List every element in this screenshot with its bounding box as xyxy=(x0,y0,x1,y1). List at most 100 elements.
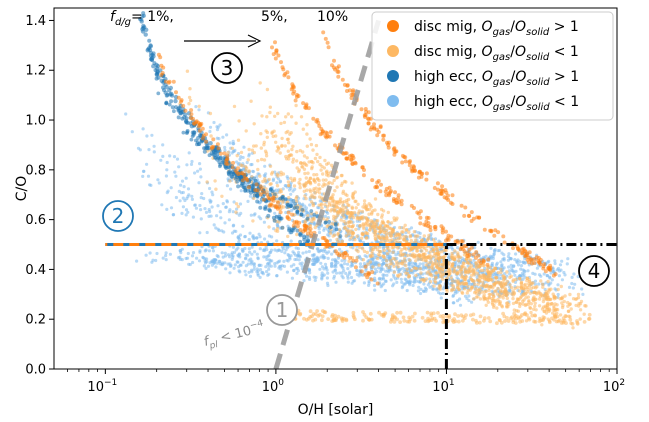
data-point xyxy=(579,299,584,304)
data-point xyxy=(382,282,386,286)
data-point xyxy=(308,271,312,275)
data-point xyxy=(553,261,557,266)
data-point xyxy=(143,32,148,37)
data-point xyxy=(495,276,499,280)
data-point xyxy=(464,274,468,279)
data-point xyxy=(379,182,383,187)
data-point xyxy=(199,139,204,144)
data-point xyxy=(519,280,524,284)
data-point xyxy=(460,281,464,286)
data-point xyxy=(389,234,393,238)
data-point xyxy=(441,287,445,291)
data-point xyxy=(316,247,320,251)
data-point xyxy=(169,99,174,104)
data-point xyxy=(428,277,432,281)
data-point xyxy=(350,225,354,229)
data-point xyxy=(476,240,480,244)
data-point xyxy=(244,253,248,257)
data-point xyxy=(361,310,365,314)
data-point xyxy=(248,274,253,278)
circled-number-label: 3 xyxy=(221,56,234,80)
data-point xyxy=(342,215,346,219)
data-point xyxy=(440,262,445,267)
data-point xyxy=(197,124,201,129)
data-point xyxy=(264,154,269,158)
data-point xyxy=(505,301,510,305)
axes-frame xyxy=(53,7,618,370)
data-point xyxy=(198,231,202,235)
data-point xyxy=(223,145,227,150)
data-point xyxy=(184,213,188,217)
data-point xyxy=(180,116,185,121)
data-point xyxy=(538,294,542,299)
data-point xyxy=(537,319,542,324)
data-point xyxy=(531,285,536,289)
data-point xyxy=(349,157,353,162)
data-point xyxy=(489,229,494,234)
data-point xyxy=(265,190,269,194)
data-point xyxy=(332,58,336,63)
data-point xyxy=(468,313,473,318)
data-point xyxy=(238,255,242,259)
data-point xyxy=(235,207,239,211)
data-point xyxy=(355,219,359,223)
data-point xyxy=(512,311,517,316)
data-point xyxy=(524,285,528,290)
data-point xyxy=(583,304,587,308)
data-point xyxy=(308,137,312,141)
data-point xyxy=(196,120,201,125)
data-point xyxy=(390,261,394,266)
data-point xyxy=(372,262,376,266)
data-point xyxy=(237,252,241,256)
data-point xyxy=(187,102,191,106)
data-point xyxy=(247,237,251,242)
data-point xyxy=(267,258,271,262)
data-point xyxy=(461,314,466,319)
data-point xyxy=(481,280,485,284)
data-point xyxy=(486,300,490,304)
data-point xyxy=(560,301,564,305)
data-point xyxy=(306,316,311,321)
data-point xyxy=(366,110,371,115)
data-point xyxy=(325,173,329,177)
data-point xyxy=(512,308,516,312)
data-point xyxy=(320,206,324,210)
data-point xyxy=(309,209,314,213)
data-point xyxy=(491,305,496,309)
data-point xyxy=(281,247,285,251)
data-point xyxy=(491,269,496,273)
data-point xyxy=(338,234,343,239)
data-point xyxy=(416,264,420,268)
data-point xyxy=(326,45,331,50)
data-point xyxy=(271,134,275,139)
data-point xyxy=(523,249,528,254)
data-point xyxy=(355,272,359,277)
legend-entry: high ecc, Ogas/Osolid < 1 xyxy=(414,94,579,113)
data-point xyxy=(450,193,455,198)
data-point xyxy=(288,257,292,261)
data-point xyxy=(493,298,497,303)
data-point xyxy=(436,249,440,254)
data-point xyxy=(435,265,439,269)
data-point xyxy=(398,310,403,315)
data-point xyxy=(432,186,437,190)
data-point xyxy=(305,188,309,192)
data-point xyxy=(199,217,203,221)
data-point xyxy=(267,177,271,182)
data-point xyxy=(173,170,177,174)
data-point xyxy=(141,169,146,173)
data-point xyxy=(315,189,319,194)
data-point xyxy=(528,291,532,295)
data-point xyxy=(452,301,456,305)
data-point xyxy=(249,99,253,103)
data-point xyxy=(402,246,407,250)
data-point xyxy=(251,170,256,174)
data-point xyxy=(298,177,302,182)
data-point xyxy=(329,209,333,213)
data-point xyxy=(513,273,517,277)
data-point xyxy=(306,171,310,175)
data-point xyxy=(211,246,215,250)
data-point xyxy=(386,145,391,150)
data-point xyxy=(320,314,325,319)
legend-box xyxy=(371,11,614,121)
